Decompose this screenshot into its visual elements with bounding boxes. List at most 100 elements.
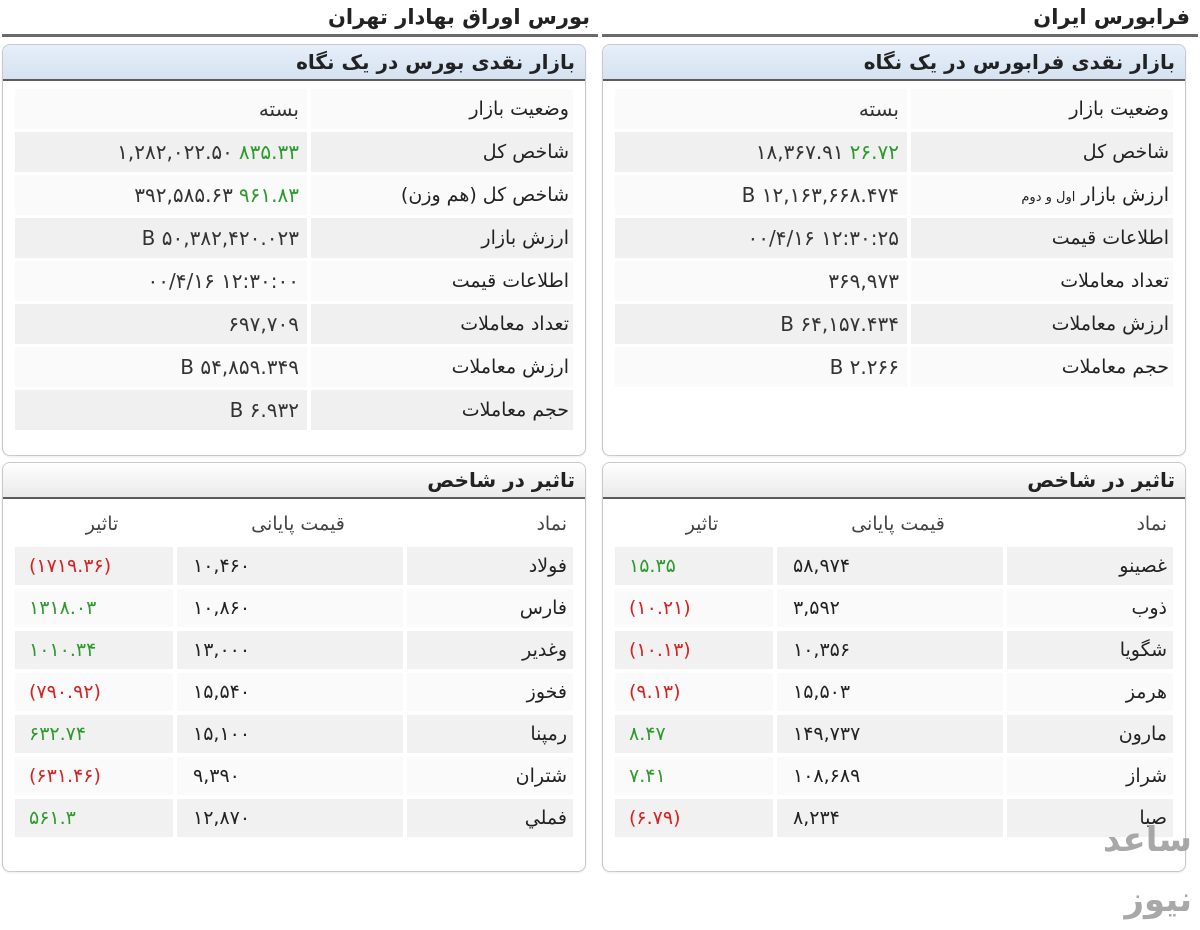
impact-cell: (۹.۱۳) [615,673,773,711]
table-row: ذوب ۳,۵۹۲ (۱۰.۲۱) [615,589,1173,627]
symbol-cell: فارس [407,589,573,627]
stat-label: ارزش بازار [311,218,573,258]
symbol-cell: فخوز [407,673,573,711]
impact-cell: ۱۳۱۸.۰۳ [15,589,173,627]
col-impact: تاثیر [685,513,719,535]
table-row: شگویا ۱۰,۳۵۶ (۱۰.۱۳) [615,631,1173,669]
table-row: صبا ۸,۲۳۴ (۶.۷۹) [615,799,1173,837]
col-price: قیمت پایانی [251,513,345,535]
table-row: هرمز ۱۵,۵۰۳ (۹.۱۳) [615,673,1173,711]
stat-label: ارزش معاملات [311,347,573,387]
stat-row: تعداد معاملات ۳۶۹,۹۷۳ [615,261,1173,301]
stat-value: ۱۲,۱۶۳,۶۶۸.۴۷۴ B [615,175,907,215]
symbol-cell: وغدیر [407,631,573,669]
stat-label: شاخص کل [911,132,1173,172]
price-cell: ۱۵,۵۰۳ [777,673,1003,711]
stat-value: ۱۲:۳۰:۲۵ ۰۰/۴/۱۶ [615,218,907,258]
tse-title: بورس اوراق بهادار تهران [2,0,598,37]
stat-row: اطلاعات قیمت ۱۲:۳۰:۰۰ ۰۰/۴/۱۶ [15,261,573,301]
stat-value-number: ۱۸,۳۶۷.۹۱ [755,140,844,164]
stat-row: اطلاعات قیمت ۱۲:۳۰:۲۵ ۰۰/۴/۱۶ [615,218,1173,258]
stat-row: حجم معاملات ۶.۹۳۲ B [15,390,573,430]
stat-value-number: ۱۲:۳۰:۲۵ ۰۰/۴/۱۶ [747,226,899,250]
tse-glance-table: وضعیت بازار بسته شاخص کل ۱,۲۸۲,۰۲۲.۵۰ ۸۳۵.۳۳… [3,81,585,430]
price-cell: ۱۳,۰۰۰ [177,631,403,669]
symbol-cell: رمپنا [407,715,573,753]
stat-label-text: ارزش بازار [1081,184,1169,206]
stat-row: حجم معاملات ۲.۲۶۶ B [615,347,1173,387]
stat-value: ۱۸,۳۶۷.۹۱ ۲۶.۷۲ [615,132,907,172]
tse-impact-header: نماد قیمت پایانی تاثیر [15,505,573,543]
table-row: وغدیر ۱۳,۰۰۰ ۱۰۱۰.۳۴ [15,631,573,669]
stat-value-change: ۹۶۱.۸۳ [238,183,299,207]
stat-label: حجم معاملات [911,347,1173,387]
impact-cell: (۶.۷۹) [615,799,773,837]
table-row: شتران ۹,۳۹۰ (۶۳۱.۴۶) [15,757,573,795]
impact-cell: (۱۰.۲۱) [615,589,773,627]
ifb-glance-table: وضعیت بازار بسته شاخص کل ۱۸,۳۶۷.۹۱ ۲۶.۷۲ ارزش… [603,81,1185,387]
table-row: فارس ۱۰,۸۶۰ ۱۳۱۸.۰۳ [15,589,573,627]
symbol-cell: هرمز [1007,673,1173,711]
stat-value: ۱,۲۸۲,۰۲۲.۵۰ ۸۳۵.۳۳ [15,132,307,172]
stat-label-text: ارزش معاملات [1051,313,1169,335]
impact-cell: ۱۵.۳۵ [615,547,773,585]
symbol-cell: شراز [1007,757,1173,795]
ifb-glance-heading: بازار نقدی فرابورس در یک نگاه [603,45,1185,81]
price-cell: ۸,۲۳۴ [777,799,1003,837]
stat-label-text: شاخص کل (هم وزن) [400,184,569,206]
stat-row: وضعیت بازار بسته [615,89,1173,129]
stat-label-text: شاخص کل [482,141,569,163]
stat-label-text: ارزش معاملات [451,356,569,378]
table-row: فملي ۱۲,۸۷۰ ۵۶۱.۳ [15,799,573,837]
price-cell: ۱۰,۳۵۶ [777,631,1003,669]
stat-value-number: ۳۹۲,۵۸۵.۶۳ [134,183,233,207]
tse-glance-heading: بازار نقدی بورس در یک نگاه [3,45,585,81]
stat-label-text: شاخص کل [1082,141,1169,163]
symbol-cell: شگویا [1007,631,1173,669]
impact-cell: (۷۹۰.۹۲) [15,673,173,711]
stat-row: ارزش معاملات ۶۴,۱۵۷.۴۳۴ B [615,304,1173,344]
ifb-column: فرابورس ایران بازار نقدی فرابورس در یک ن… [602,0,1198,872]
stat-value: بسته [615,89,907,129]
impact-cell: (۱۷۱۹.۳۶) [15,547,173,585]
price-cell: ۳,۵۹۲ [777,589,1003,627]
stat-label: اطلاعات قیمت [911,218,1173,258]
ifb-title: فرابورس ایران [602,0,1198,37]
stat-value: ۶.۹۳۲ B [15,390,307,430]
ifb-impact-heading: تاثیر در شاخص [603,463,1185,499]
price-cell: ۱۰,۸۶۰ [177,589,403,627]
stat-row: ارزش معاملات ۵۴,۸۵۹.۳۴۹ B [15,347,573,387]
impact-cell: ۸.۴۷ [615,715,773,753]
stat-row: ارزش بازار اول و دوم ۱۲,۱۶۳,۶۶۸.۴۷۴ B [615,175,1173,215]
impact-cell: ۶۳۲.۷۴ [15,715,173,753]
price-cell: ۱۵,۱۰۰ [177,715,403,753]
watermark-logo: ساعد نیوز [1102,820,1192,920]
ifb-impact-header: نماد قیمت پایانی تاثیر [615,505,1173,543]
stat-value: ۶۹۷,۷۰۹ [15,304,307,344]
stat-value-change: ۲۶.۷۲ [849,140,899,164]
stat-value-number: ۶.۹۳۲ B [229,398,299,422]
stat-row: ارزش بازار ۵۰,۳۸۲,۴۲۰.۰۲۳ B [15,218,573,258]
stat-label: وضعیت بازار [911,89,1173,129]
stat-value-number: ۱۲:۳۰:۰۰ ۰۰/۴/۱۶ [147,269,299,293]
symbol-cell: صبا [1007,799,1173,837]
symbol-cell: فولاد [407,547,573,585]
stat-label-text: حجم معاملات [1061,356,1169,378]
stat-label: ارزش معاملات [911,304,1173,344]
stat-label: تعداد معاملات [311,304,573,344]
stat-value-number: ۵۴,۸۵۹.۳۴۹ B [180,355,299,379]
stat-label: تعداد معاملات [911,261,1173,301]
symbol-cell: شتران [407,757,573,795]
table-row: رمپنا ۱۵,۱۰۰ ۶۳۲.۷۴ [15,715,573,753]
impact-cell: ۵۶۱.۳ [15,799,173,837]
stat-value-number: ۱,۲۸۲,۰۲۲.۵۰ [117,140,233,164]
col-symbol: نماد [536,513,567,535]
stat-value-number: ۲.۲۶۶ B [829,355,899,379]
stat-label: حجم معاملات [311,390,573,430]
tse-impact-panel: تاثیر در شاخص نماد قیمت پایانی تاثیر فول… [2,462,586,872]
table-row: فولاد ۱۰,۴۶۰ (۱۷۱۹.۳۶) [15,547,573,585]
stat-label-text: ارزش بازار [481,227,569,249]
stat-label-text: تعداد معاملات [1060,270,1169,292]
price-cell: ۱۲,۸۷۰ [177,799,403,837]
stat-label: وضعیت بازار [311,89,573,129]
